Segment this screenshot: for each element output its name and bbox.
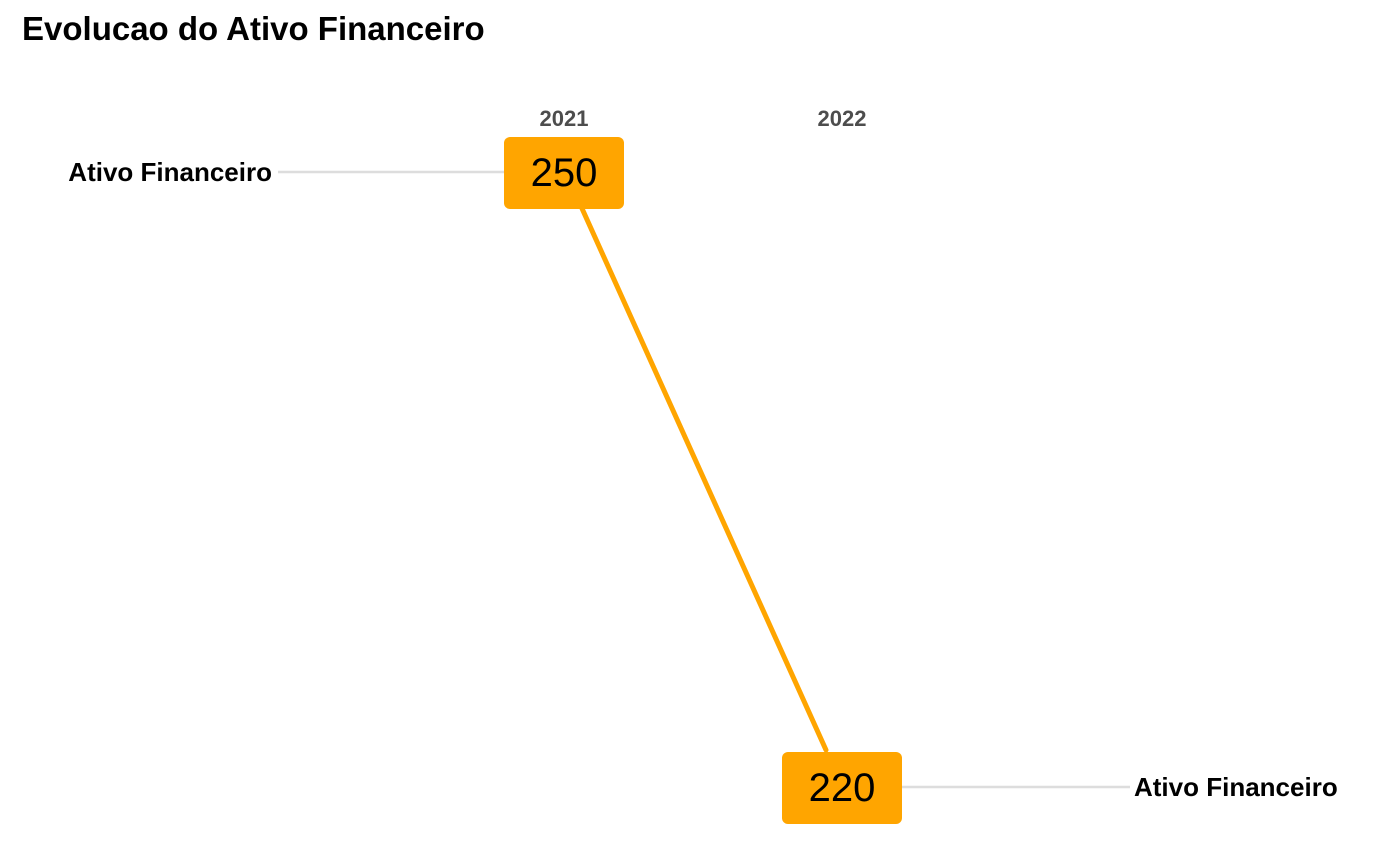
data-markers: 250 220 xyxy=(504,137,902,824)
series-lines xyxy=(577,201,829,753)
x-tick-label: 2021 xyxy=(540,106,589,131)
value-box xyxy=(504,137,624,209)
connector-lines xyxy=(278,170,1130,789)
x-tick-label: 2022 xyxy=(818,106,867,131)
x-axis-ticks: 2021 2022 xyxy=(540,106,867,131)
series-line xyxy=(577,201,829,753)
value-box xyxy=(782,752,902,824)
series-label-right: Ativo Financeiro xyxy=(1134,772,1338,802)
data-label: 220 xyxy=(809,766,876,810)
series-label-left: Ativo Financeiro xyxy=(68,157,272,187)
data-label: 250 xyxy=(531,151,598,195)
chart-title: Evolucao do Ativo Financeiro xyxy=(22,10,485,47)
series-labels: Ativo Financeiro Ativo Financeiro xyxy=(68,157,1337,802)
